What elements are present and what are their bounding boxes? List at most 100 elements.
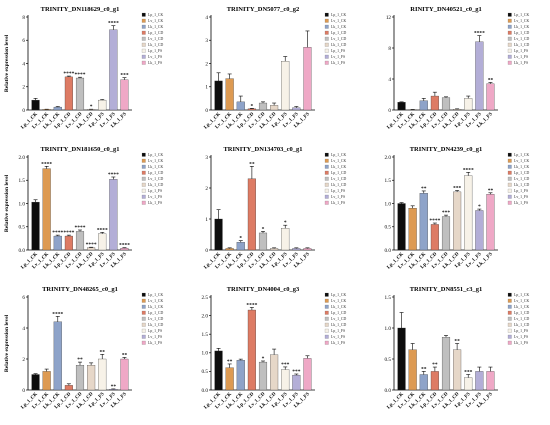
bar-Lv_1_CK [226,248,234,250]
bar-Lv_1_CD [259,362,267,390]
legend-swatch-Lp_1_FS [142,49,146,53]
bar-Lv_1_CK [43,371,51,390]
legend-swatch-Lp_1_FS [325,329,329,333]
chart-title: RINITY_DN40521_c0_g1 [410,6,482,13]
y-tick-label: 0.0 [19,248,26,254]
y-axis-label: Relative expression level [4,314,10,372]
chart-title: TRINITY_DN8551_c3_g1 [410,286,483,293]
legend-label: Lk_1_CK [331,25,346,29]
legend-label: Lk_1_FS [514,341,528,345]
y-tick-label: 6 [22,38,25,44]
y-tick-label: 0 [22,108,25,114]
legend-label: Lk_1_CK [148,165,163,169]
chart-panel-5: TRINITY_DN134703_c0_g10123Lp_1_CKLv_1_CK… [203,146,346,270]
legend-swatch-Lp_1_FS [325,189,329,193]
legend-label: Lk_1_CD [331,43,346,47]
bar-Lp_1_CK [398,102,406,110]
legend-swatch-Lk_1_FS [508,201,512,205]
legend-swatch-Lk_1_CD [508,183,512,187]
bar-Lk_1_CK [54,322,62,390]
bar-Lp_1_FS [98,359,106,390]
bar-Lp_1_FS [98,234,106,250]
y-tick-label: 1.0 [19,201,26,207]
legend-swatch-Lp_1_CK [508,153,512,157]
legend-swatch-Lp_1_CK [508,293,512,297]
legend-swatch-Lp_1_CD [508,31,512,35]
legend-label: Lk_1_CK [148,25,163,29]
legend-swatch-Lk_1_CK [325,165,329,169]
significance-mark: **** [474,31,485,37]
significance-mark: * [90,104,93,110]
bar-Lp_1_FS [98,100,106,110]
legend-label: Lp_1_FS [514,189,528,193]
legend-label: Lv_1_CD [148,37,163,41]
legend-label: Lp_1_FS [148,189,162,193]
chart-title: TRINITY_DN5077_c0_g2 [227,6,300,13]
legend-swatch-Lv_1_CK [142,159,146,163]
legend-label: Lk_1_CK [514,165,529,169]
legend-swatch-Lk_1_FS [325,201,329,205]
legend-label: Lp_1_CK [148,153,163,157]
y-tick-label: 1.0 [202,351,209,357]
legend-label: Lv_1_FS [148,55,162,59]
legend-label: Lk_1_CD [514,43,529,47]
bar-Lk_1_CD [270,105,278,110]
legend-swatch-Lv_1_CK [508,19,512,23]
legend-swatch-Lk_1_CD [142,43,146,47]
legend-swatch-Lk_1_CD [325,323,329,327]
legend-label: Lk_1_CD [148,183,163,187]
legend-label: Lv_1_FS [514,55,528,59]
legend-label: Lv_1_CK [148,299,163,303]
y-tick-label: 4 [205,15,208,21]
legend-swatch-Lp_1_FS [142,189,146,193]
bar-Lp_1_FS [281,228,289,250]
legend-label: Lv_1_FS [148,335,162,339]
chart-title: TRINITY_DN48265_c0_g1 [42,286,118,293]
y-tick-label: 2 [205,186,208,192]
bar-Lv_1_CD [76,78,84,110]
legend-label: Lp_1_CK [148,293,163,297]
y-tick-label: 0.5 [385,225,392,231]
y-tick-label: 6 [22,295,25,301]
bar-Lp_1_CD [248,179,256,250]
legend-swatch-Lk_1_CK [142,305,146,309]
legend-label: Lp_1_CK [514,293,529,297]
significance-mark: *** [464,370,473,376]
legend-swatch-Lv_1_CD [325,177,329,181]
significance-mark: ** [249,161,255,167]
legend-label: Lp_1_CD [331,171,346,175]
significance-mark: * [239,236,242,242]
legend-swatch-Lp_1_FS [142,329,146,333]
legend-label: Lv_1_CK [331,159,346,163]
bar-Lk_1_FS [121,359,129,390]
y-tick-label: 2.0 [385,155,392,161]
legend-swatch-Lk_1_CK [508,305,512,309]
chart-title: TRINITY_DN4239_c0_g1 [410,146,483,153]
y-tick-label: 1 [205,85,208,91]
significance-mark: ** [421,366,427,372]
chart-title: TRINITY_DN118629_c0_g1 [41,6,120,13]
bar-Lp_1_CK [215,219,223,250]
y-tick-label: 0.5 [19,225,26,231]
legend-label: Lk_1_CD [148,323,163,327]
legend-label: Lp_1_CK [514,13,529,17]
bar-Lv_1_CD [259,103,267,110]
chart-panel-8: TRINITY_DN4004_c0_g30.00.51.01.52.02.5Lp… [202,286,347,410]
y-tick-label: 1 [205,217,208,223]
significance-mark: ** [77,357,83,363]
legend-swatch-Lv_1_FS [142,195,146,199]
y-tick-label: 0.0 [385,388,392,394]
significance-mark: ** [122,352,128,358]
significance-mark: **** [86,242,97,248]
legend-label: Lk_1_CD [514,183,529,187]
legend-label: Lp_1_CK [331,13,346,17]
significance-mark: **** [463,167,474,173]
chart-title: TRINITY_DN181650_c0_g1 [40,146,119,153]
bar-Lv_1_CD [442,98,450,110]
legend-swatch-Lp_1_FS [508,329,512,333]
bar-Lp_1_CK [32,375,40,391]
legend-label: Lv_1_CD [148,177,163,181]
legend-swatch-Lp_1_CD [142,311,146,315]
significance-mark: **** [246,302,257,308]
legend-swatch-Lk_1_CD [142,183,146,187]
